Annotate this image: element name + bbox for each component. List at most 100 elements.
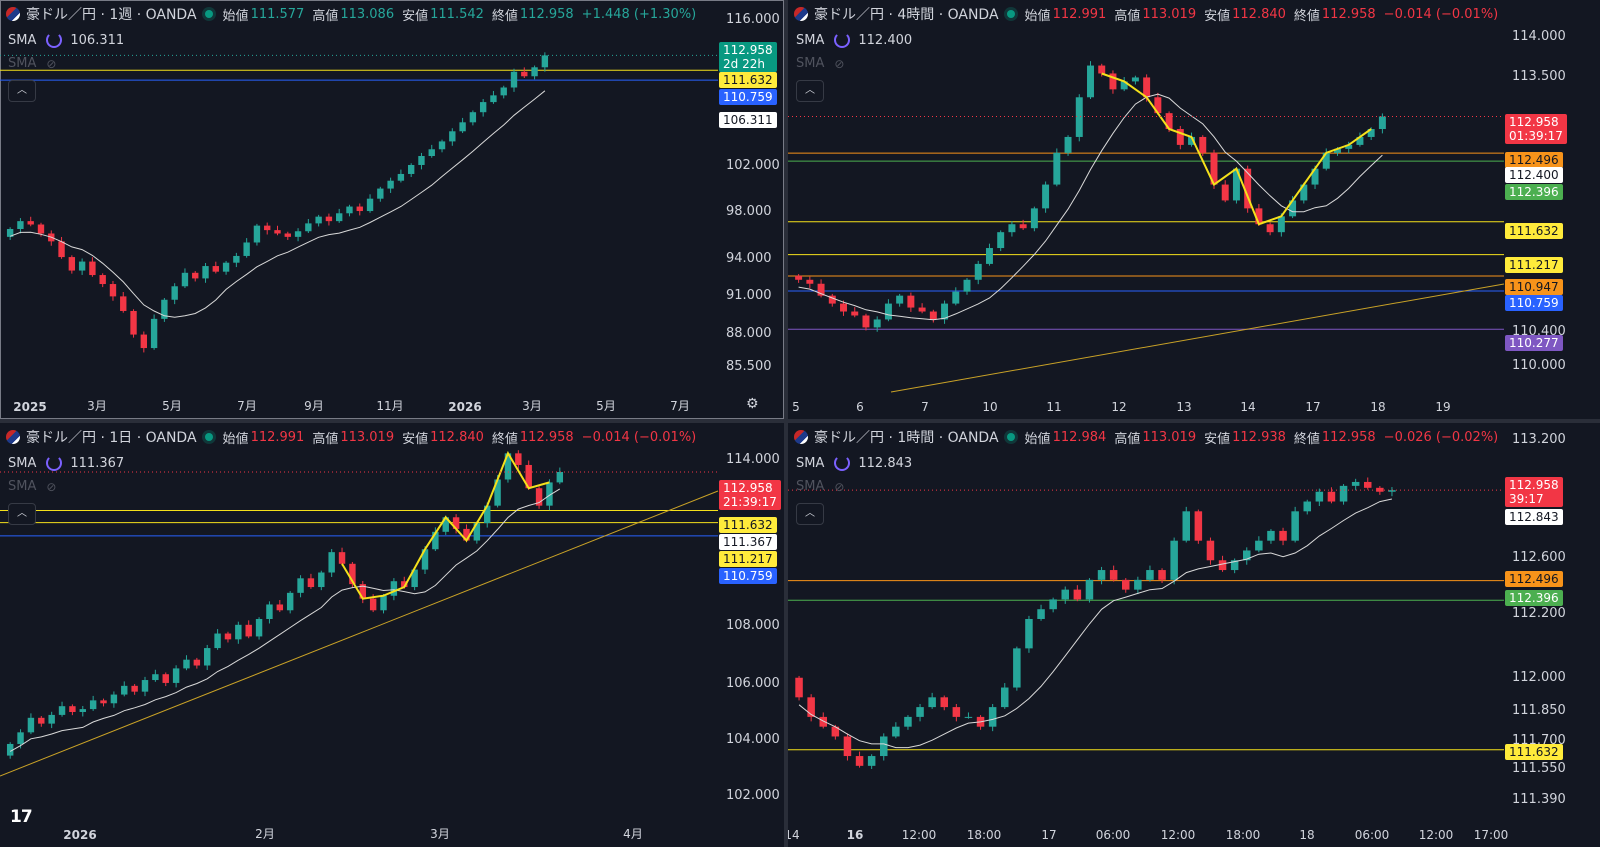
chart-pane-daily[interactable]: 豪ドル／円 · 1日 · OANDA 始値 112.991 高値 113.019 安値 11… (0, 423, 784, 847)
symbol-title[interactable]: 豪ドル／円 · 1時間 · OANDA (814, 430, 999, 446)
y-axis-tick: 91.000 (726, 288, 772, 303)
sma-line[interactable] (9, 90, 546, 318)
sma-settings-icon[interactable] (834, 455, 851, 471)
price-label-111.367[interactable]: 111.367 (719, 534, 777, 550)
price-label-111.217[interactable]: 111.217 (719, 551, 777, 567)
chart-settings-gear-icon[interactable]: ⚙ (746, 396, 759, 412)
price-label-112.958[interactable]: 112.958 2d 22h (719, 42, 777, 72)
4h-plot[interactable] (788, 0, 1600, 419)
candle-body (162, 674, 169, 683)
candle-body (535, 488, 543, 506)
sma-legend-hidden[interactable]: SMA ⊘ (8, 479, 56, 494)
candle-body (1154, 97, 1162, 114)
price-label-112.396[interactable]: 112.396 (1505, 590, 1563, 606)
chart-pane-1h[interactable]: 豪ドル／円 · 1時間 · OANDA 始値 112.984 高値 113.019 安値 1… (788, 423, 1600, 847)
market-status-icon (204, 433, 213, 441)
y-axis-tick: 85.500 (726, 359, 772, 374)
candle-body (1188, 136, 1196, 145)
ohlc-label-close: 終値 (491, 8, 518, 24)
sma-settings-icon[interactable] (46, 32, 63, 48)
daily-plot[interactable] (0, 423, 784, 847)
sma-legend-hidden[interactable]: SMA ⊘ (8, 56, 56, 71)
candle-body (411, 569, 418, 588)
sma-legend-hidden[interactable]: SMA ⊘ (796, 56, 844, 71)
price-label-111.632[interactable]: 111.632 (719, 517, 777, 533)
price-label-110.759[interactable]: 110.759 (1505, 295, 1563, 311)
x-axis-tick: 17 (1041, 828, 1057, 842)
candle-body (1146, 570, 1154, 580)
candle-body (806, 279, 814, 284)
candle-body (867, 756, 876, 766)
y-axis-tick: 111.850 (1512, 703, 1566, 718)
price-label-countdown: 01:39:17 (1509, 129, 1563, 143)
chart-pane-weekly[interactable]: 豪ドル／円 · 1週 · OANDA 始値 111.577 高値 113.086 安値 11… (0, 0, 784, 419)
ohlc-label-low: 安値 (1204, 431, 1231, 447)
price-label-112.400[interactable]: 112.400 (1505, 167, 1563, 183)
price-label-110.277[interactable]: 110.277 (1505, 335, 1563, 351)
candle-body (1221, 184, 1229, 201)
sma-legend[interactable]: SMA 111.367 (8, 455, 124, 471)
price-label-value: 110.947 (1509, 280, 1559, 294)
price-label-112.496[interactable]: 112.496 (1505, 571, 1563, 587)
eye-hidden-icon[interactable]: ⊘ (46, 479, 57, 494)
eye-hidden-icon[interactable]: ⊘ (46, 56, 57, 71)
x-axis-tick: 10 (982, 400, 998, 414)
price-label-112.958[interactable]: 112.958 01:39:17 (1505, 114, 1567, 144)
candle-body (1097, 570, 1106, 580)
symbol-title[interactable]: 豪ドル／円 · 1日 · OANDA (26, 430, 197, 446)
collapse-legend-button[interactable]: ︿ (8, 80, 36, 102)
candle-body (325, 216, 333, 222)
symbol-title[interactable]: 豪ドル／円 · 1週 · OANDA (26, 7, 197, 23)
sma-legend-hidden[interactable]: SMA ⊘ (796, 479, 844, 494)
price-label-value: 112.496 (1509, 572, 1559, 586)
y-axis-tick: 113.200 (1512, 432, 1566, 447)
eye-hidden-icon[interactable]: ⊘ (834, 479, 845, 494)
price-label-112.843[interactable]: 112.843 (1505, 509, 1563, 525)
sma-line[interactable] (798, 498, 1393, 749)
trend-line[interactable] (890, 283, 1505, 393)
candle-body (1345, 144, 1353, 149)
weekly-plot[interactable] (0, 0, 784, 419)
sma-legend[interactable]: SMA 112.843 (796, 455, 912, 471)
sma-legend[interactable]: SMA 112.400 (796, 32, 912, 48)
trend-line[interactable] (0, 490, 719, 777)
candle-body (58, 706, 66, 715)
price-label-value: 111.632 (1509, 224, 1559, 238)
sma-legend[interactable]: SMA 106.311 (8, 32, 124, 48)
sma-value: 112.843 (858, 455, 913, 471)
candle-body (315, 216, 322, 224)
chart-pane-4h[interactable]: 豪ドル／円 · 4時間 · OANDA 始値 112.991 高値 113.019 安値 1… (788, 0, 1600, 419)
price-label-112.958[interactable]: 112.958 21:39:17 (719, 480, 781, 510)
candle-body (1351, 481, 1360, 486)
eye-hidden-icon[interactable]: ⊘ (834, 56, 845, 71)
price-label-112.958[interactable]: 112.958 39:17 (1505, 477, 1563, 507)
symbol-title[interactable]: 豪ドル／円 · 4時間 · OANDA (814, 7, 999, 23)
candle-body (192, 272, 199, 279)
x-axis-tick: 18:00 (966, 828, 1002, 842)
drawn-zigzag[interactable] (1101, 72, 1372, 226)
price-label-111.217[interactable]: 111.217 (1505, 257, 1563, 273)
price-label-111.632[interactable]: 111.632 (1505, 744, 1563, 760)
price-label-111.632[interactable]: 111.632 (719, 72, 777, 88)
price-label-111.632[interactable]: 111.632 (1505, 223, 1563, 239)
price-label-106.311[interactable]: 106.311 (719, 112, 777, 128)
price-label-112.396[interactable]: 112.396 (1505, 184, 1563, 200)
candle-body (918, 307, 926, 312)
drawn-zigzag[interactable] (341, 451, 550, 600)
sma-settings-icon[interactable] (46, 455, 63, 471)
candle-body (484, 505, 491, 524)
candle-body (556, 472, 564, 483)
candle-body (68, 257, 76, 271)
sma-settings-icon[interactable] (834, 32, 851, 48)
price-label-110.947[interactable]: 110.947 (1505, 279, 1563, 295)
collapse-legend-button[interactable]: ︿ (8, 503, 36, 525)
collapse-legend-button[interactable]: ︿ (796, 80, 824, 102)
tradingview-logo[interactable]: 17 (10, 807, 33, 827)
price-label-110.759[interactable]: 110.759 (719, 568, 777, 584)
1h-plot[interactable] (788, 423, 1600, 847)
sma-line[interactable] (798, 93, 1383, 321)
sma-line[interactable] (9, 488, 561, 752)
price-label-112.496[interactable]: 112.496 (1505, 152, 1563, 168)
price-label-110.759[interactable]: 110.759 (719, 89, 777, 105)
collapse-legend-button[interactable]: ︿ (796, 503, 824, 525)
